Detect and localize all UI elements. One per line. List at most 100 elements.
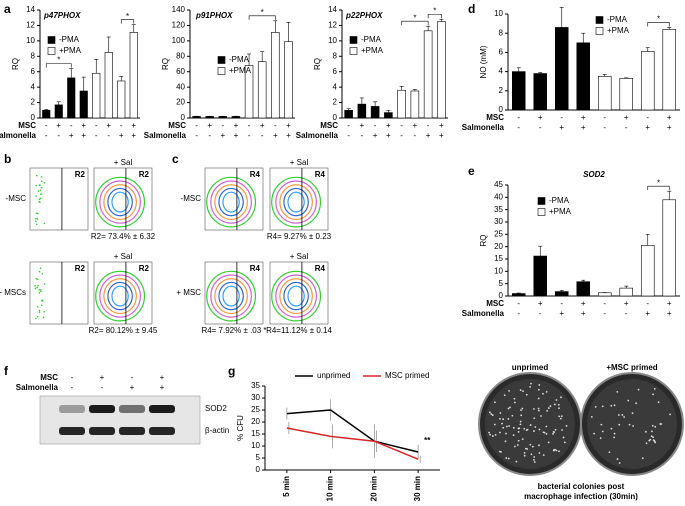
colony bbox=[657, 401, 660, 404]
colony bbox=[520, 409, 522, 412]
colony bbox=[553, 449, 555, 451]
lane-label: - bbox=[131, 373, 134, 382]
x-tick-label: - bbox=[248, 131, 251, 140]
x-tick-label: + bbox=[559, 123, 564, 132]
colony bbox=[538, 384, 541, 386]
flow-dot bbox=[36, 315, 39, 318]
colony bbox=[654, 425, 657, 428]
x-tick-label: - bbox=[347, 131, 350, 140]
gate-label: R4 bbox=[315, 170, 326, 179]
colony bbox=[552, 432, 554, 435]
legend-label: +PMA bbox=[549, 207, 572, 216]
colony bbox=[545, 433, 548, 435]
series-line bbox=[286, 427, 419, 460]
flow-contour bbox=[103, 184, 137, 221]
y-tick-label: 20 bbox=[494, 242, 503, 251]
plate-label: unprimed bbox=[512, 363, 549, 372]
flow-contour bbox=[214, 278, 248, 315]
x-tick-label: + bbox=[667, 113, 672, 122]
bar bbox=[423, 30, 433, 119]
legend-swatch bbox=[595, 27, 604, 35]
x-tick-label: - bbox=[208, 131, 211, 140]
x-tick-label: - bbox=[120, 121, 123, 130]
colony bbox=[649, 438, 652, 441]
x-tick-label: - bbox=[45, 121, 48, 130]
flow-dot bbox=[37, 190, 40, 193]
flow-dot bbox=[38, 200, 40, 203]
significance-bracket bbox=[45, 63, 72, 68]
colony bbox=[659, 423, 662, 425]
colony bbox=[537, 388, 540, 391]
y-tick-label: 20 bbox=[251, 417, 260, 426]
y-tick-label: 45 bbox=[494, 180, 503, 189]
flow-dot bbox=[37, 212, 39, 215]
flow-contour bbox=[275, 274, 318, 318]
chart-title: p91PHOX bbox=[195, 11, 233, 20]
x-tick-label: + bbox=[538, 299, 543, 308]
x-tick-label: - bbox=[195, 131, 198, 140]
x-tick-label: + bbox=[81, 121, 86, 130]
y-tick-label: 0 bbox=[181, 113, 186, 122]
x-tick-label: - bbox=[274, 121, 277, 130]
x-tick-label: - bbox=[517, 309, 520, 318]
y-tick-label: 8 bbox=[333, 51, 338, 60]
colony bbox=[613, 436, 615, 439]
colony bbox=[549, 405, 552, 408]
colony bbox=[561, 429, 563, 431]
colony bbox=[546, 409, 549, 412]
colony bbox=[521, 407, 524, 410]
colony bbox=[522, 390, 524, 393]
y-tick-label: 5 bbox=[499, 279, 504, 288]
flow-contour bbox=[99, 180, 142, 224]
bar bbox=[104, 52, 113, 119]
panel-label: c bbox=[172, 152, 179, 166]
flow-dot bbox=[36, 306, 39, 308]
x-tick-label: + bbox=[119, 131, 124, 140]
flow-dot bbox=[36, 218, 39, 220]
flow-dot bbox=[39, 189, 42, 191]
bar bbox=[67, 77, 76, 119]
x-tick-label: + bbox=[645, 309, 650, 318]
colony bbox=[508, 389, 510, 392]
colony bbox=[613, 432, 616, 435]
colony bbox=[501, 422, 503, 425]
colony bbox=[555, 399, 558, 401]
colony bbox=[499, 412, 502, 414]
bar bbox=[619, 78, 633, 111]
y-axis-label: RQ bbox=[11, 58, 20, 70]
y-tick-label: 30 bbox=[251, 393, 260, 402]
colony bbox=[537, 409, 540, 412]
colony bbox=[490, 413, 493, 415]
y-tick-label: 14 bbox=[328, 5, 337, 14]
blot bbox=[39, 395, 201, 445]
x-tick-label: - bbox=[517, 123, 520, 132]
x-tick-label: - bbox=[603, 123, 606, 132]
blot-band bbox=[119, 405, 145, 413]
y-tick-label: 0 bbox=[499, 291, 504, 300]
flow-dot bbox=[43, 222, 46, 225]
x-tick-label: + bbox=[538, 113, 543, 122]
x-tick-label: - bbox=[95, 121, 98, 130]
bar bbox=[511, 293, 526, 297]
legend-label: -PMA bbox=[607, 15, 628, 24]
x-tick-label: + bbox=[69, 131, 74, 140]
colony bbox=[627, 399, 630, 402]
colony bbox=[494, 433, 497, 436]
flow-contour bbox=[95, 270, 146, 322]
row-label: MSC bbox=[40, 373, 58, 382]
x-tick-label: + bbox=[373, 131, 378, 140]
flow-dot bbox=[38, 198, 41, 201]
flow-contour bbox=[206, 270, 257, 322]
x-tick-label: + bbox=[131, 131, 136, 140]
y-axis-label: NO (mM) bbox=[479, 45, 488, 78]
gate-result: R4= 7.92% ± .03 * bbox=[201, 326, 266, 335]
y-tick-label: 12 bbox=[26, 21, 35, 30]
flow-contour bbox=[107, 281, 133, 311]
bar bbox=[619, 287, 633, 297]
colony bbox=[654, 441, 657, 444]
y-tick-label: 25 bbox=[251, 405, 260, 414]
x-tick-label: - bbox=[646, 113, 649, 122]
colony bbox=[503, 394, 506, 397]
bar bbox=[284, 41, 293, 119]
